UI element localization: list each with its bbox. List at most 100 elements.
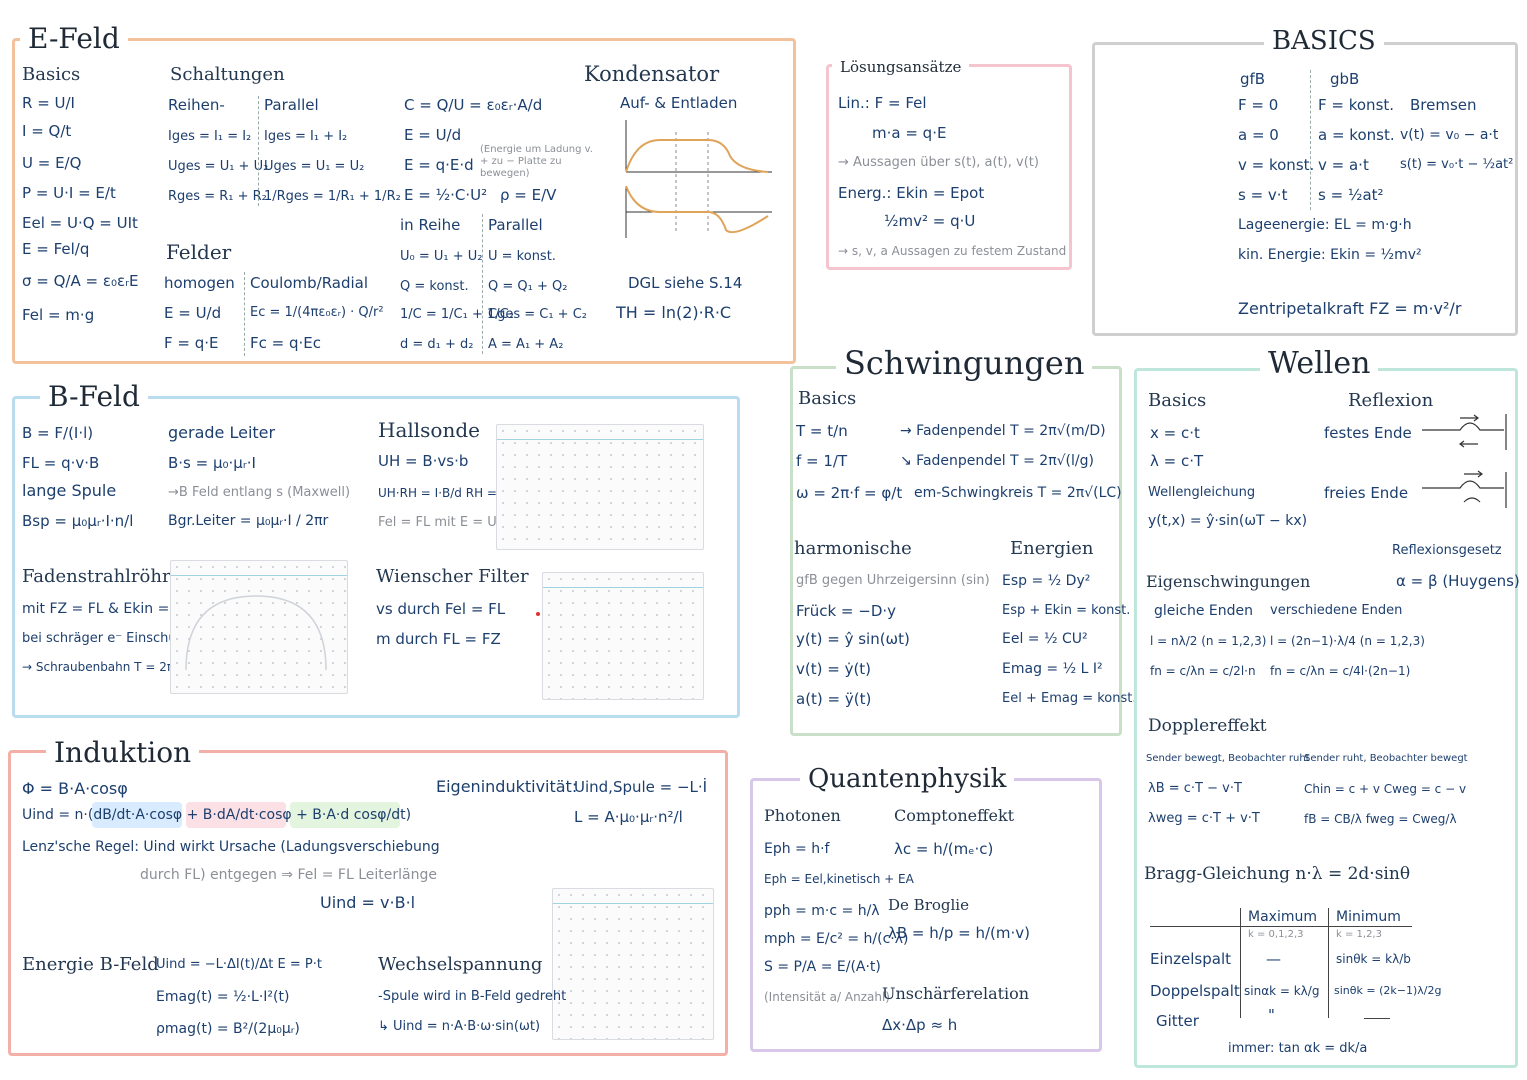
inreihe-2: 1/C = 1/C₁ + 1/C₂ — [400, 307, 514, 322]
doppel-max: sinαk = kλ/g — [1244, 984, 1320, 998]
table-min-sub: k = 1,2,3 — [1336, 929, 1382, 940]
basics-divider — [1310, 70, 1311, 210]
wellen-basics-heading: Basics — [1148, 390, 1207, 411]
eigenschwingungen-heading: Eigenschwingungen — [1146, 572, 1311, 591]
beobachter-bewegt-heading: Sender ruht, Beobachter bewegt — [1304, 753, 1468, 764]
b-basic-0: B = F/(I·l) — [22, 424, 94, 442]
loesung-1: m·a = q·E — [872, 124, 947, 142]
versch-0: l = (2n−1)·λ/4 (n = 1,2,3) — [1270, 634, 1425, 648]
hall-0: UH = B·vs·b — [378, 452, 469, 470]
schw-basic-0: T = t/n — [796, 422, 848, 440]
fadenstrahl-heading: Fadenstrahlröhre — [22, 566, 182, 587]
wellen-basic-0: x = c·t — [1150, 424, 1200, 442]
kin-energie: kin. Energie: Ekin = ½mv² — [1238, 247, 1422, 263]
leiter-2: Bgr.Leiter = μ₀μᵣ·I / 2πr — [168, 513, 329, 529]
photonen-5: (Intensität a/ Anzahl) — [764, 990, 890, 1004]
zentripetalkraft: Zentripetalkraft FZ = m·v²/r — [1238, 299, 1462, 318]
photonen-1: Eph = Eel,kinetisch + EA — [764, 872, 914, 886]
energie-b-heading: Energie B-Feld — [22, 954, 159, 975]
photonen-2: pph = m·c = h/λ — [764, 903, 880, 919]
loesung-2: → Aussagen über s(t), a(t), v(t) — [838, 155, 1039, 170]
gitter-max: " — [1268, 1006, 1275, 1024]
unschaerfe-formula: Δx·Δp ≈ h — [882, 1016, 958, 1034]
uind-formula: Uind = n·(dB/dt·A·cosφ + B·dA/dt·cosφ + … — [22, 807, 412, 823]
interference-table-line-v2 — [1328, 908, 1329, 1018]
parallel2-0: U = konst. — [488, 249, 556, 264]
gbb-3: s = ½at² — [1318, 186, 1384, 204]
fadenstrahl-circle-sketch — [185, 595, 327, 671]
e-basic-3: P = U·I = E/t — [22, 184, 116, 202]
kond-divider — [482, 214, 483, 354]
basics-title: BASICS — [1264, 26, 1384, 56]
kond-formel-3: E = ½·C·U² — [404, 186, 488, 204]
e-basic-7: Fel = m·g — [22, 306, 95, 324]
wien-sketch-grid — [542, 572, 704, 700]
pendel-1: ↘ Fadenpendel T = 2π√(l/g) — [900, 453, 1094, 469]
loesung-5: → s, v, a Aussagen zu festem Zustand — [838, 244, 1067, 258]
spule-heading: lange Spule — [22, 481, 117, 500]
gleiche-1: fn = c/λn = c/2l·n — [1150, 664, 1256, 678]
compton-formula: λc = h/(mₑ·c) — [894, 840, 994, 858]
schaltungen-divider — [258, 96, 259, 206]
inreihe-heading: in Reihe — [400, 216, 461, 234]
th-formula: TH = ln(2)·R·C — [616, 303, 732, 322]
harmonische-heading: harmonische — [794, 538, 912, 559]
e-basic-5: E = Fel/q — [22, 240, 90, 258]
felder-heading: Felder — [166, 240, 232, 264]
schaltungen-heading: Schaltungen — [170, 64, 285, 85]
induktion-title: Induktion — [46, 736, 200, 769]
inreihe-0: U₀ = U₁ + U₂ — [400, 249, 483, 264]
kond-note: (Energie um Ladung v. + zu − Platte zu b… — [480, 144, 593, 179]
pendel-0: → Fadenpendel T = 2π√(m/D) — [900, 423, 1106, 439]
harm-3: v(t) = ẏ(t) — [796, 660, 872, 678]
fadenstrahl-0: mit FZ = FL & Ekin = Eel — [22, 601, 196, 617]
verschiedene-enden-heading: verschiedene Enden — [1270, 603, 1403, 618]
parallel-heading: Parallel — [264, 96, 319, 114]
eigen-0: Uind,Spule = −L·İ — [574, 778, 708, 796]
energien-heading: Energien — [1010, 538, 1094, 559]
table-max-heading: Maximum — [1248, 909, 1317, 925]
spule-formula: Bsp = μ₀μᵣ·I·n/l — [22, 512, 134, 530]
wellen-basic-3: y(t,x) = ŷ·sin(ωT − kx) — [1148, 513, 1308, 529]
gbb-2: v = a·t — [1318, 156, 1369, 174]
wien-1: m durch FL = FZ — [376, 630, 501, 648]
hall-heading: Hallsonde — [378, 418, 480, 442]
reihe-heading: Reihen- — [168, 96, 225, 114]
uind-highlight-blue — [92, 802, 182, 828]
kond-formel-2: E = q·E·d — [404, 156, 474, 174]
uind-highlight-green — [290, 802, 400, 828]
section-basics — [1092, 42, 1518, 336]
gfb-2: v = konst. — [1238, 156, 1315, 174]
energien-0: Esp = ½ Dy² — [1002, 573, 1091, 589]
reflgesetz-formula: α = β (Huygens) — [1396, 572, 1520, 590]
harm-2: y(t) = ŷ sin(ωt) — [796, 630, 910, 648]
e-basics-heading: Basics — [22, 64, 81, 85]
parallel2-3: A = A₁ + A₂ — [488, 337, 564, 352]
leiter-heading: gerade Leiter — [168, 423, 276, 442]
e-basic-2: U = E/Q — [22, 154, 82, 172]
pendel-2: em-Schwingkreis T = 2π√(LC) — [914, 485, 1122, 501]
photonen-heading: Photonen — [764, 806, 841, 825]
energie-0: Uind = −L·ΔI(t)/Δt E = P·t — [156, 957, 322, 972]
e-feld-title: E-Feld — [20, 22, 128, 55]
festes-ende: festes Ende — [1324, 424, 1412, 442]
reihe-2: Rges = R₁ + R₂ — [168, 189, 267, 204]
homogen-heading: homogen — [164, 274, 235, 292]
kondensator-heading: Kondensator — [584, 62, 720, 86]
bremsen-1: s(t) = v₀·t − ½at² — [1400, 157, 1514, 172]
wellen-basic-1: λ = c·T — [1150, 452, 1204, 470]
gfb-3: s = v·t — [1238, 186, 1288, 204]
phi-formula: Φ = B·A·cosφ — [22, 779, 128, 798]
coulomb-heading: Coulomb/Radial — [250, 274, 369, 292]
kondensator-graph — [625, 120, 772, 238]
row-doppelspalt: Doppelspalt — [1150, 982, 1240, 1000]
parallel-0: Iges = I₁ + I₂ — [264, 129, 348, 144]
lenz-rule: Lenz'sche Regel: Uind wirkt Ursache (Lad… — [22, 839, 440, 855]
harm-1: Frück = −D·y — [796, 602, 897, 620]
coulomb-1: Fc = q·Ec — [250, 334, 321, 352]
section-b-feld — [12, 396, 740, 718]
loesung-title: Lösungsansätze — [832, 58, 970, 76]
inreihe-3: d = d₁ + d₂ — [400, 337, 474, 352]
energie-1: Emag(t) = ½·L·I²(t) — [156, 989, 290, 1005]
sender-bewegt-heading: Sender bewegt, Beobachter ruht — [1146, 753, 1310, 764]
